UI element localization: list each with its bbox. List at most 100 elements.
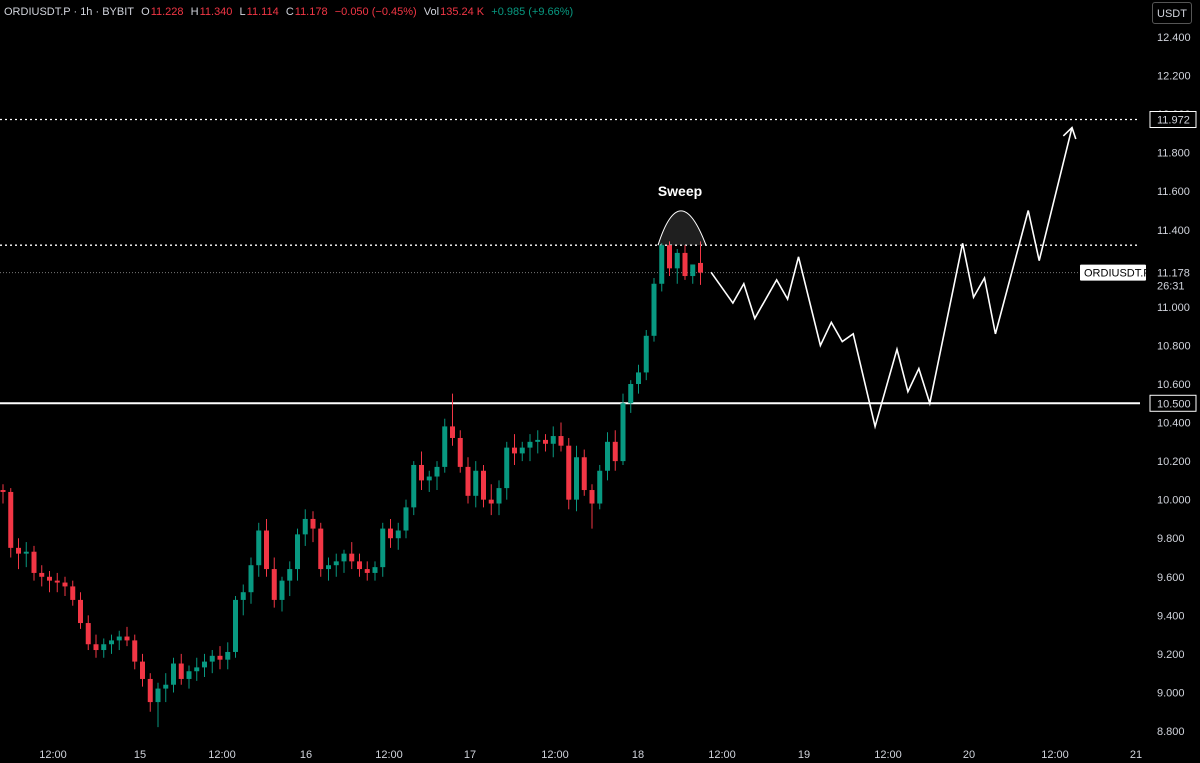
candle xyxy=(411,461,417,516)
candle xyxy=(39,565,45,587)
symbol-label[interactable]: ORDIUSDT.P · 1h · BYBIT xyxy=(4,6,134,18)
candle xyxy=(54,572,60,593)
candle xyxy=(465,457,471,504)
y-tick-label: 9.200 xyxy=(1157,649,1185,661)
candle xyxy=(496,480,502,516)
volume-value: 135.24 K xyxy=(440,6,485,18)
candle-body xyxy=(450,426,455,438)
high-value: 11.340 xyxy=(199,6,233,18)
candle xyxy=(47,570,52,593)
candle xyxy=(372,561,378,581)
candle-body xyxy=(310,518,316,529)
candle-body xyxy=(481,470,486,500)
candle xyxy=(357,553,362,577)
y-tick-label: 9.600 xyxy=(1157,572,1185,584)
candles xyxy=(0,241,703,728)
y-tick-label: 11.800 xyxy=(1157,148,1190,160)
candle xyxy=(101,638,107,658)
x-tick-label: 12:00 xyxy=(708,749,736,761)
candle-body xyxy=(457,437,463,467)
candle xyxy=(682,245,688,280)
projection-path xyxy=(710,126,1077,430)
sweep-annotation: Sweep xyxy=(657,183,707,246)
candle xyxy=(163,673,169,703)
candle xyxy=(240,584,246,616)
candle xyxy=(690,264,696,284)
y-tick-label: 11.400 xyxy=(1157,225,1190,237)
candle-body xyxy=(109,640,114,645)
volume-change-value: +0.985 (+9.66%) xyxy=(491,6,574,18)
x-tick-label: 19 xyxy=(798,749,810,761)
high-label: H xyxy=(190,6,199,18)
sweep-arc xyxy=(657,210,707,246)
candle xyxy=(519,441,525,462)
candle-body xyxy=(690,264,696,277)
candle-body xyxy=(426,476,432,481)
candle xyxy=(8,488,14,558)
candle xyxy=(116,630,122,651)
candle-body xyxy=(333,561,339,566)
candle-body xyxy=(589,490,595,504)
candle-body xyxy=(0,490,6,492)
candle-body xyxy=(504,447,510,489)
candle-body xyxy=(636,372,641,384)
candle-body xyxy=(581,457,587,491)
level-price-label: 10.500 xyxy=(1157,398,1191,410)
candle-body xyxy=(31,551,37,573)
candle-body xyxy=(202,661,207,668)
candle-body xyxy=(70,586,76,600)
candle xyxy=(62,576,68,597)
candle-body xyxy=(233,599,238,652)
y-tick-label: 11.600 xyxy=(1157,186,1190,198)
low-label: L xyxy=(239,6,246,18)
candle-body xyxy=(78,599,83,624)
candle xyxy=(333,553,339,577)
candle-body xyxy=(93,644,99,651)
candle-body xyxy=(698,262,703,273)
x-tick-label: 16 xyxy=(300,749,312,761)
y-tick-label: 12.400 xyxy=(1157,32,1191,44)
candle xyxy=(209,650,215,674)
close-value: 11.178 xyxy=(294,6,328,18)
candle xyxy=(674,249,680,284)
last-price-label: 11.178 xyxy=(1157,268,1190,280)
candle-body xyxy=(620,403,626,462)
y-tick-label: 10.600 xyxy=(1157,379,1191,391)
candle-body xyxy=(209,655,215,662)
candle-body xyxy=(248,565,254,593)
x-tick-label: 21 xyxy=(1130,749,1142,761)
candle xyxy=(225,642,231,670)
currency-button[interactable]: USDT xyxy=(1152,2,1192,24)
candle xyxy=(326,557,331,581)
y-tick-label: 9.800 xyxy=(1157,533,1185,545)
candle-body xyxy=(628,384,634,404)
candle-body xyxy=(23,551,29,554)
candle-body xyxy=(47,576,52,581)
y-tick-label: 10.400 xyxy=(1157,418,1191,430)
candle-body xyxy=(318,528,324,570)
price-axis[interactable]: 12.40012.20012.00011.80011.60011.40011.2… xyxy=(1080,32,1197,738)
candle-body xyxy=(225,651,231,660)
candle-body xyxy=(496,488,502,504)
volume-label: Vol xyxy=(423,6,440,18)
x-tick-label: 12:00 xyxy=(208,749,236,761)
candle-body xyxy=(550,436,556,444)
candle xyxy=(271,557,277,608)
candle xyxy=(140,653,145,687)
time-axis[interactable]: 12:00 15 12:00 16 12:00 17 12:00 18 12:00 19 12:00… xyxy=(39,749,1142,761)
candle xyxy=(295,528,300,581)
candle xyxy=(527,434,533,462)
y-tick-label: 11.000 xyxy=(1157,302,1190,314)
candle-body xyxy=(519,447,525,454)
candle-body xyxy=(535,439,541,442)
candle-body xyxy=(659,245,665,284)
candle-body xyxy=(574,457,579,500)
candle-body xyxy=(651,283,657,336)
candle-body xyxy=(558,436,564,446)
candle xyxy=(550,426,556,458)
y-tick-label: 9.400 xyxy=(1157,610,1185,622)
candle xyxy=(535,430,541,454)
candle xyxy=(310,511,316,543)
candle xyxy=(194,657,200,681)
